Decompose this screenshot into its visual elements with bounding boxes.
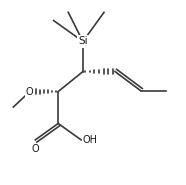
- Text: OH: OH: [83, 135, 98, 145]
- Text: O: O: [31, 144, 39, 154]
- Text: O: O: [26, 87, 34, 97]
- Text: Si: Si: [78, 36, 88, 46]
